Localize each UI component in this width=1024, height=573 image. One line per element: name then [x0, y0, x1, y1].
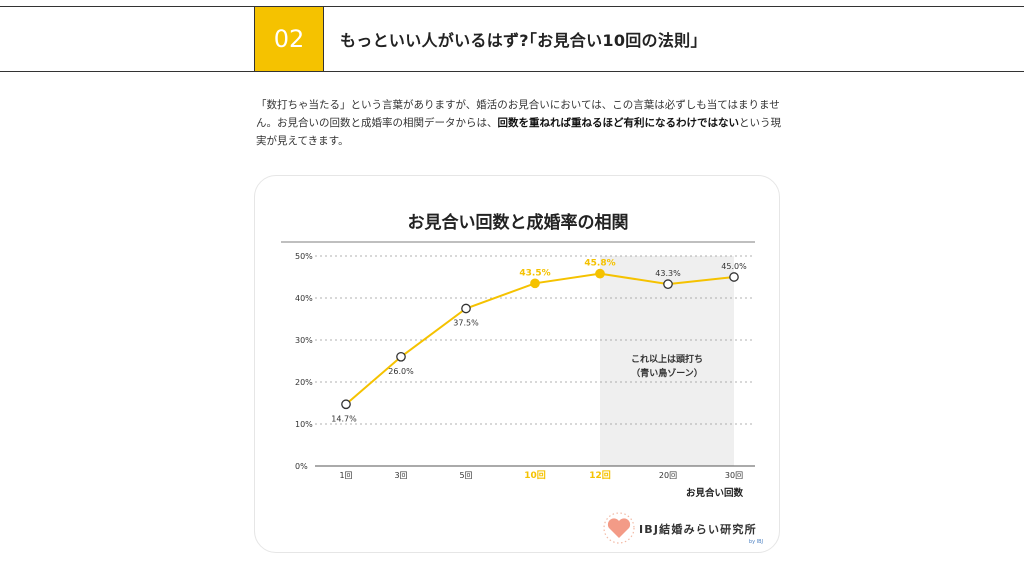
- x-axis-label: お見合い回数: [686, 487, 744, 499]
- data-label: 37.5%: [453, 319, 479, 328]
- intro-text-bold: 回数を重ねれば重ねるほど有利になるわけではない: [497, 117, 740, 129]
- data-point: [595, 268, 605, 279]
- data-label: 26.0%: [388, 367, 414, 376]
- x-tick-label: 30回: [725, 471, 743, 480]
- data-label: 45.0%: [721, 262, 747, 271]
- section-header: 02 もっといい人がいるはず?｢お見合い10回の法則｣: [0, 6, 1024, 72]
- plateau-zone: [600, 256, 734, 466]
- data-point: [729, 272, 739, 282]
- x-tick-label: 1回: [339, 471, 352, 480]
- data-point: [396, 351, 406, 362]
- y-tick-label: 10%: [295, 420, 313, 429]
- data-label: 45.8%: [584, 259, 615, 269]
- heart-icon: [607, 518, 631, 538]
- zone-label-2: （青い鳥ゾーン）: [631, 367, 703, 379]
- data-point: [461, 303, 471, 314]
- line-chart: お見合い回数と成婚率の相関 0% 10% 20% 30% 40% 50% これ以上は頭打ち （青…: [281, 212, 763, 545]
- data-point: [663, 279, 673, 289]
- chart-title: お見合い回数と成婚率の相関: [408, 212, 629, 233]
- logo-ring: [603, 512, 635, 544]
- y-tick-label: 40%: [295, 294, 313, 303]
- chart-card: お見合い回数と成婚率の相関 0% 10% 20% 30% 40% 50% これ以上は頭打ち （青…: [254, 175, 780, 553]
- intro-paragraph: 「数打ちゃ当たる」という言葉がありますが、婚活のお見合いにおいては、この言葉は必…: [256, 96, 786, 150]
- y-tick-label: 20%: [295, 378, 313, 387]
- data-label: 14.7%: [331, 414, 357, 423]
- x-tick-label: 5回: [459, 471, 472, 480]
- data-label: 43.5%: [519, 268, 550, 278]
- logo-sub: by IBJ: [749, 539, 763, 545]
- section-title: もっといい人がいるはず?｢お見合い10回の法則｣: [340, 31, 699, 50]
- y-tick-label: 0%: [295, 462, 308, 471]
- y-tick-label: 30%: [295, 336, 313, 345]
- data-point: [341, 399, 351, 410]
- intro-text-1: 「数打ちゃ当たる」という言葉がありますが、婚活のお見合いにおいては、この言葉は必…: [256, 99, 780, 129]
- y-tick-label: 50%: [295, 252, 313, 261]
- data-label: 43.3%: [655, 269, 681, 278]
- data-point: [530, 278, 540, 289]
- x-tick-label: 20回: [659, 471, 677, 480]
- x-tick-label: 3回: [394, 471, 407, 480]
- intro-text-2: という現実が見えてきます。: [256, 117, 781, 147]
- x-tick-label: 10回: [524, 470, 546, 481]
- x-tick-label: 12回: [589, 470, 611, 481]
- zone-label-1: これ以上は頭打ち: [631, 353, 703, 365]
- logo-text: IBJ結婚みらい研究所: [639, 522, 757, 536]
- section-number: 02: [254, 7, 324, 71]
